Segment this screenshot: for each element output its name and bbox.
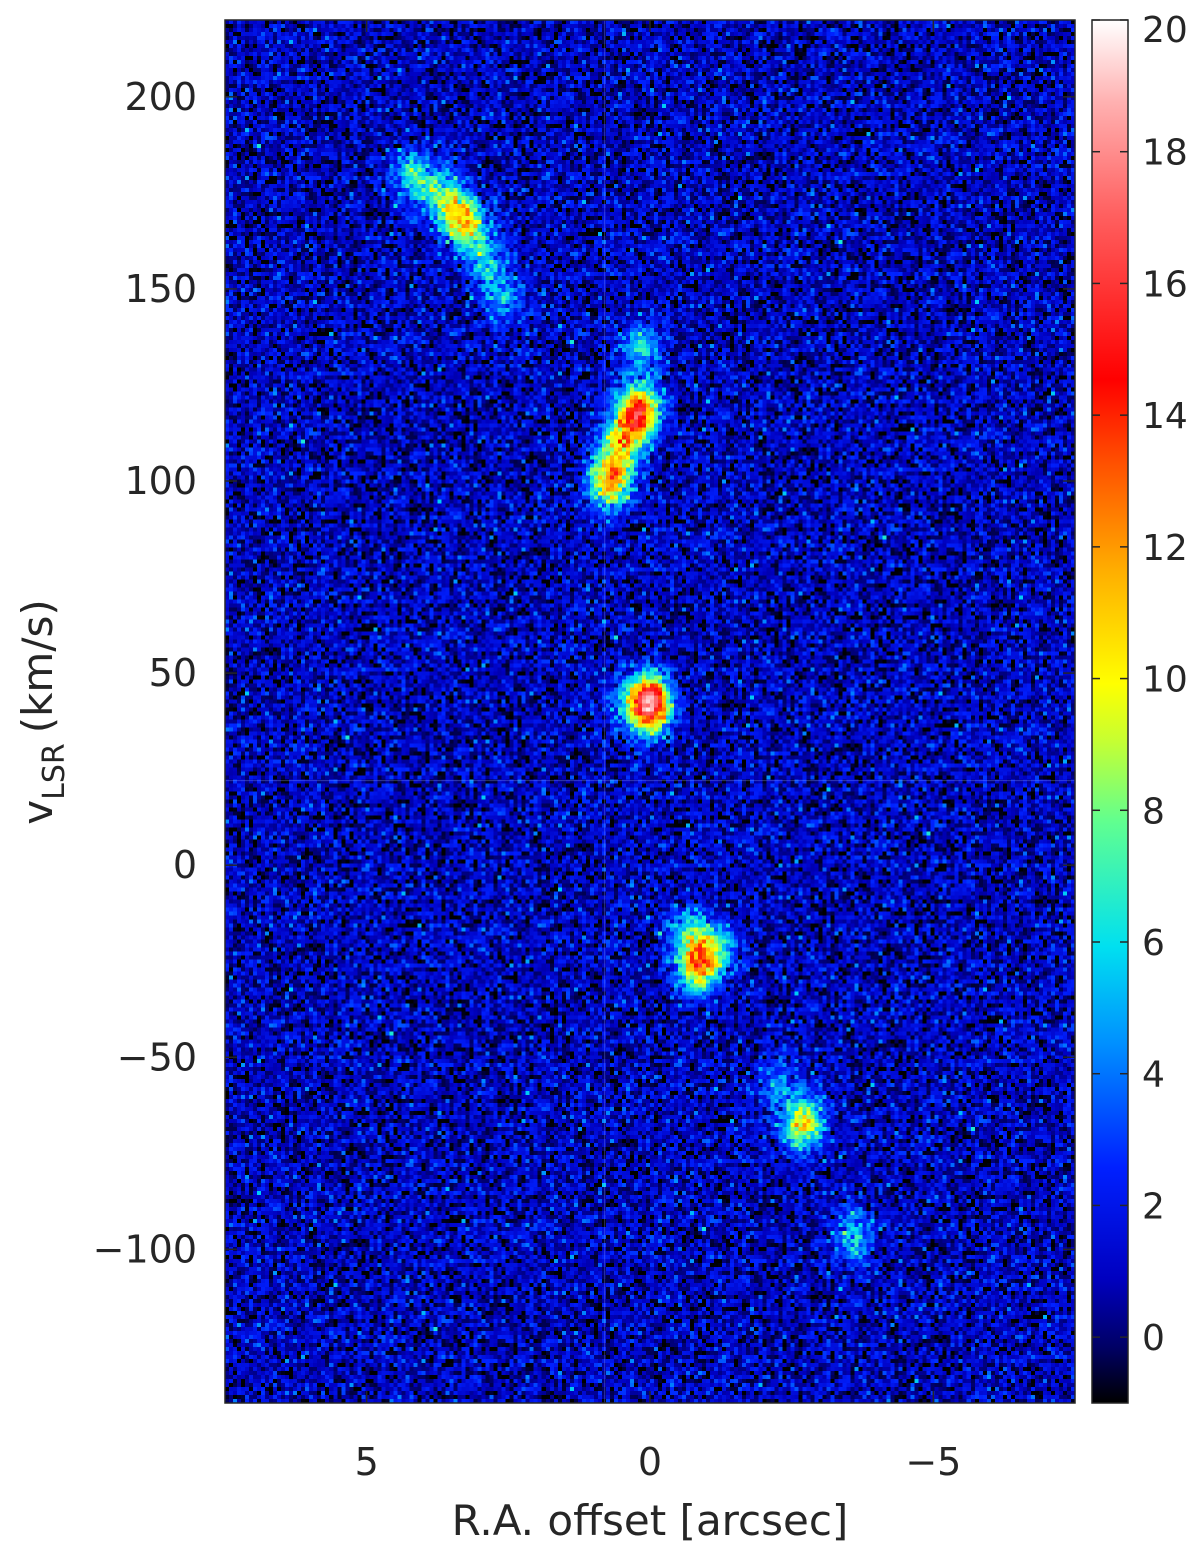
colorbar-gradient [1091,19,1129,1404]
y-axis-ticks: 200 150 100 50 0 −50 −100 [93,75,1075,1271]
x-tick-label: 5 [355,1440,379,1484]
colorbar-tick-label: 8 [1142,791,1165,832]
colorbar-tick-label: 2 [1142,1186,1165,1227]
y-axis-label-main: v [13,800,62,825]
y-tick-label: 100 [124,459,197,503]
svg-text:vLSR(km/s): vLSR (km/s) [13,599,72,825]
colorbar-tick-label: 12 [1142,528,1188,569]
crosshair-lines [225,20,1075,1403]
colorbar-tick-label: 6 [1142,923,1165,964]
colorbar-tick-label: 0 [1142,1318,1165,1359]
colorbar-tick-label: 10 [1142,660,1188,701]
colorbar-tick-label: 20 [1142,10,1188,51]
colorbar-tick-label: 16 [1142,264,1188,305]
y-axis-label-sub: LSR [37,743,72,800]
x-axis-label: R.A. offset [arcsec] [452,1496,849,1545]
y-axis-label-unit: (km/s) [13,599,62,733]
y-tick-label: −100 [93,1227,197,1271]
x-axis-ticks: 5 0 −5 [355,20,961,1484]
colorbar-tick-label: 18 [1142,133,1188,174]
y-tick-label: 50 [149,651,197,695]
x-tick-label: −5 [905,1440,961,1484]
y-axis-label: vLSR (km/s) [13,599,72,825]
y-tick-label: −50 [117,1035,197,1079]
y-tick-label: 200 [124,75,197,119]
intensity-heatmap [225,20,1075,1403]
colorbar-tick-label: 4 [1142,1055,1165,1096]
colorbar-tick-label: 14 [1142,396,1188,437]
y-tick-label: 150 [124,267,197,311]
y-tick-label: 0 [173,843,197,887]
x-tick-label: 0 [638,1440,662,1484]
